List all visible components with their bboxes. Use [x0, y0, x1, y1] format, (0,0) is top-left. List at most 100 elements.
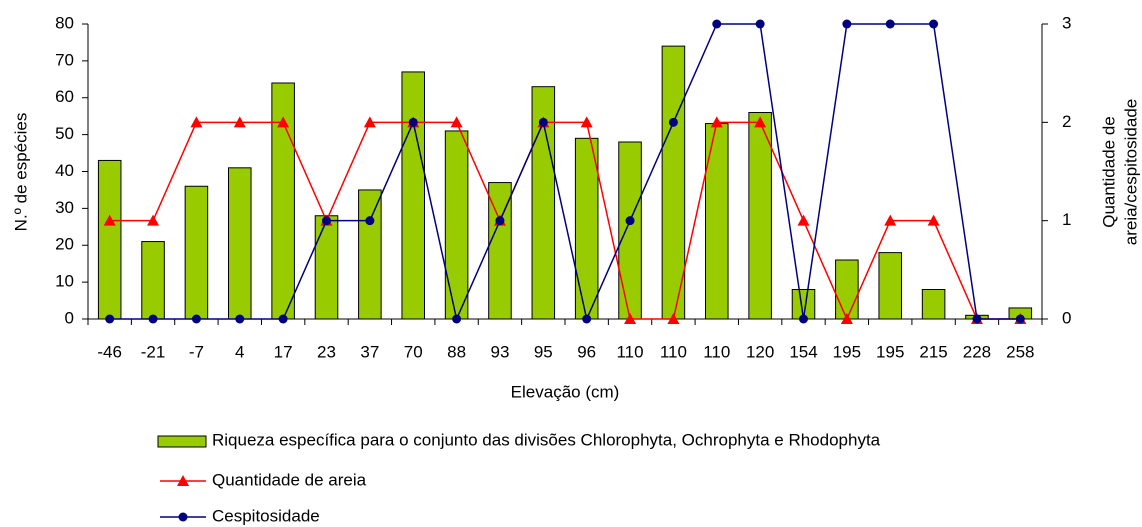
- x-tick-label: 96: [577, 342, 596, 361]
- point: [624, 313, 637, 324]
- point: [103, 214, 116, 226]
- point: [363, 116, 376, 128]
- point: [754, 116, 767, 128]
- point: [712, 19, 722, 29]
- point: [929, 19, 939, 29]
- x-tick-label: 110: [703, 342, 730, 361]
- bar: [97, 159, 122, 320]
- point: [755, 19, 765, 29]
- point: [667, 313, 680, 324]
- bar: [574, 137, 599, 320]
- point: [884, 214, 897, 226]
- bar: [661, 45, 686, 320]
- point: [495, 216, 505, 226]
- point: [233, 116, 246, 128]
- bar: [358, 189, 382, 320]
- point: [538, 117, 548, 127]
- x-tick-label: 228: [963, 342, 991, 361]
- bar: [618, 141, 642, 320]
- x-tick-label: 110: [660, 342, 687, 361]
- x-tick-label: 4: [235, 342, 244, 361]
- legend-label: Riqueza específica para o conjunto das d…: [212, 430, 881, 449]
- bar: [748, 112, 772, 320]
- x-tick-label: -21: [141, 342, 166, 361]
- bar: [835, 259, 859, 320]
- x-tick-label: 17: [274, 342, 293, 361]
- x-tick-label: 23: [317, 342, 336, 361]
- x-tick-label: 70: [404, 342, 423, 361]
- legend-label: Cespitosidade: [212, 506, 320, 525]
- point: [710, 116, 723, 128]
- point: [148, 314, 158, 324]
- y2-tick-label: 0: [1062, 308, 1071, 327]
- y-tick-label: 80: [55, 13, 74, 32]
- x-tick-label: 154: [789, 342, 817, 361]
- point: [668, 117, 678, 127]
- y2-tick-label: 2: [1062, 112, 1071, 131]
- legend-label: Quantidade de areia: [212, 470, 367, 489]
- bar: [921, 289, 946, 320]
- y-tick-label: 20: [55, 235, 74, 254]
- legend-marker: [177, 475, 189, 486]
- point: [580, 116, 593, 128]
- point: [408, 117, 418, 127]
- bar: [401, 71, 426, 320]
- y2-axis-title: Quantidade de: [1099, 116, 1118, 228]
- y-tick-label: 30: [55, 198, 74, 217]
- point: [235, 314, 245, 324]
- legend-swatch: [157, 435, 207, 448]
- point: [105, 314, 115, 324]
- x-tick-label: 195: [833, 342, 861, 361]
- bar: [184, 185, 209, 320]
- bar: [141, 241, 165, 320]
- x-axis-title: Elevação (cm): [511, 382, 620, 401]
- x-tick-label: 195: [876, 342, 904, 361]
- point: [190, 116, 203, 128]
- point: [927, 214, 940, 226]
- x-tick-label: -46: [97, 342, 122, 361]
- point: [147, 214, 160, 226]
- x-tick-label: 215: [919, 342, 947, 361]
- point: [582, 314, 592, 324]
- bar: [227, 167, 252, 320]
- y-tick-label: 50: [55, 124, 74, 143]
- point: [842, 19, 852, 29]
- point: [365, 216, 375, 226]
- bar: [314, 215, 339, 320]
- y-tick-label: 60: [55, 87, 74, 106]
- bar: [444, 130, 469, 320]
- y2-tick-label: 3: [1062, 13, 1071, 32]
- point: [1015, 314, 1025, 324]
- x-tick-label: 120: [746, 342, 774, 361]
- x-tick-label: 37: [360, 342, 379, 361]
- point: [625, 216, 635, 226]
- bar: [878, 252, 903, 320]
- point: [278, 314, 288, 324]
- point: [799, 314, 808, 324]
- x-tick-label: 88: [447, 342, 466, 361]
- x-tick-label: 93: [490, 342, 509, 361]
- point: [322, 216, 331, 226]
- x-tick-label: 110: [616, 342, 643, 361]
- legend-marker: [178, 512, 188, 522]
- y-axis-title: N.º de espécies: [11, 113, 30, 232]
- y2-axis-title: areia/cespitosidade: [1121, 99, 1140, 245]
- bar: [488, 182, 512, 320]
- point: [450, 116, 463, 128]
- x-tick-label: -7: [189, 342, 204, 361]
- x-tick-label: 95: [534, 342, 553, 361]
- point: [277, 116, 290, 128]
- point: [840, 313, 853, 324]
- point: [885, 19, 895, 29]
- bar: [704, 123, 729, 320]
- point: [797, 214, 810, 226]
- line: [109, 121, 1021, 321]
- y-tick-label: 70: [55, 50, 74, 69]
- y-tick-label: 0: [65, 308, 74, 327]
- y-tick-label: 10: [55, 272, 74, 291]
- x-tick-label: 258: [1006, 342, 1034, 361]
- y2-tick-label: 1: [1062, 210, 1071, 229]
- point: [972, 314, 982, 324]
- point: [191, 314, 201, 324]
